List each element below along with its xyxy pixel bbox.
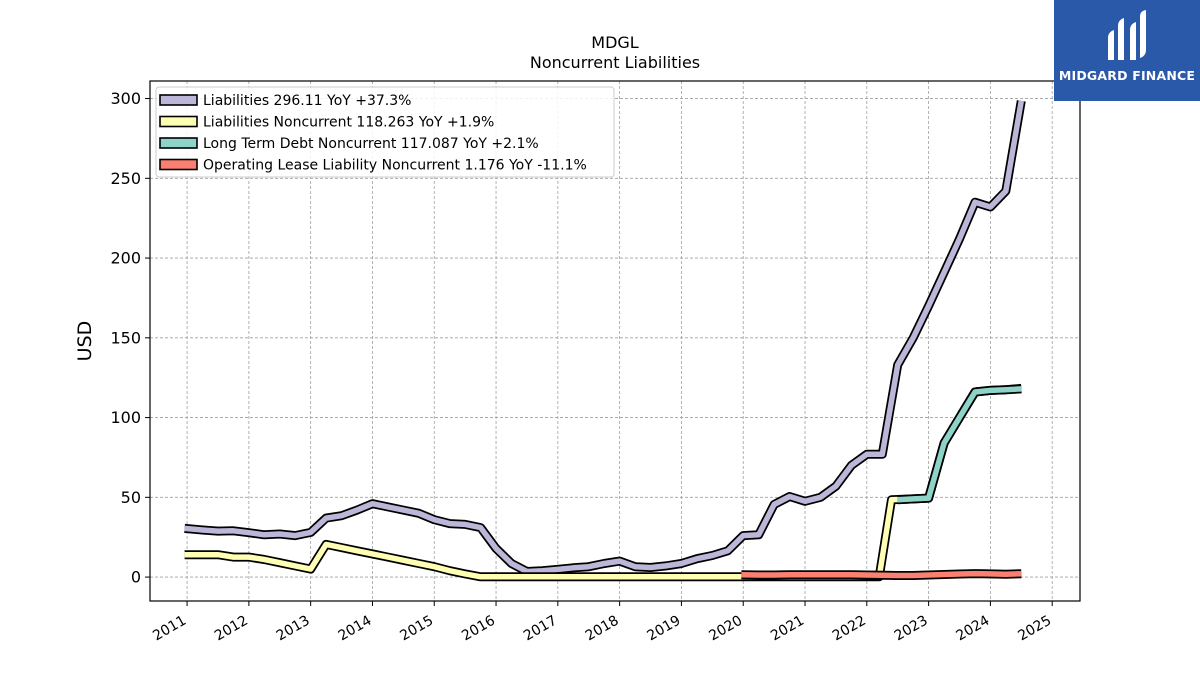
x-tick-label: 2017 xyxy=(521,613,560,645)
y-tick-label: 100 xyxy=(110,408,141,427)
series-layer xyxy=(184,100,1026,582)
y-axis-label: USD xyxy=(74,321,96,362)
series-line-fill xyxy=(741,570,1022,579)
y-tick-label: 250 xyxy=(110,169,141,188)
x-tick-label: 2014 xyxy=(336,613,375,645)
y-tick-label: 0 xyxy=(131,568,141,587)
legend-item: Liabilities 296.11 YoY +37.3% xyxy=(159,93,411,109)
legend-swatch xyxy=(159,158,198,171)
grid xyxy=(150,81,1080,601)
legend-swatch xyxy=(159,115,198,128)
series-line-fill xyxy=(184,385,1022,580)
series-line xyxy=(897,384,1022,505)
y-tick-label: 200 xyxy=(110,249,141,268)
series-line xyxy=(184,100,1026,576)
series-line-fill xyxy=(897,386,1022,503)
series-line-outline xyxy=(897,384,1022,505)
x-tick-label: 2021 xyxy=(768,613,807,645)
legend-label: Liabilities Noncurrent 118.263 YoY +1.9% xyxy=(203,115,494,131)
y-tick-label: 300 xyxy=(110,89,141,108)
legend-box xyxy=(155,86,615,178)
x-tick-label: 2024 xyxy=(954,613,993,645)
legend-item: Liabilities Noncurrent 118.263 YoY +1.9% xyxy=(159,115,494,131)
midgard-logo-icon xyxy=(1108,10,1146,60)
x-tick-label: 2019 xyxy=(645,613,684,645)
series-line xyxy=(184,383,1022,582)
series-line-fill xyxy=(184,100,1025,575)
brand-logo: MIDGARD FINANCE xyxy=(1054,0,1200,101)
x-tick-label: 2023 xyxy=(892,613,931,645)
legend-swatch xyxy=(159,137,198,149)
x-tick-label: 2025 xyxy=(1015,613,1054,645)
y-tick-label: 50 xyxy=(121,488,141,507)
x-tick-label: 2016 xyxy=(459,613,498,645)
legend-label: Operating Lease Liability Noncurrent 1.1… xyxy=(203,158,587,174)
x-tick-label: 2011 xyxy=(150,613,189,645)
series-line xyxy=(741,569,1022,580)
legend-label: Long Term Debt Noncurrent 117.087 YoY +2… xyxy=(203,136,539,152)
x-tick-label: 2020 xyxy=(706,613,745,645)
legend-label: Liabilities 296.11 YoY +37.3% xyxy=(203,93,411,109)
x-tick-label: 2022 xyxy=(830,613,869,645)
legend-swatch xyxy=(159,94,198,106)
y-tick-label: 150 xyxy=(110,328,141,347)
chart-subtitle: Noncurrent Liabilities xyxy=(530,53,700,72)
series-line-outline xyxy=(184,383,1022,582)
x-tick-label: 2013 xyxy=(274,613,313,645)
x-tick-label: 2012 xyxy=(212,613,251,645)
legend: Liabilities 296.11 YoY +37.3% Liabilities… xyxy=(155,86,615,178)
plot-frame xyxy=(149,80,1081,602)
chart-title: MDGL xyxy=(591,33,639,52)
x-tick-label: 2015 xyxy=(397,613,436,645)
legend-item: Operating Lease Liability Noncurrent 1.1… xyxy=(159,158,587,174)
legend-item: Long Term Debt Noncurrent 117.087 YoY +2… xyxy=(159,136,539,152)
brand-name: MIDGARD FINANCE xyxy=(1058,68,1196,83)
x-tick-label: 2018 xyxy=(583,613,622,645)
